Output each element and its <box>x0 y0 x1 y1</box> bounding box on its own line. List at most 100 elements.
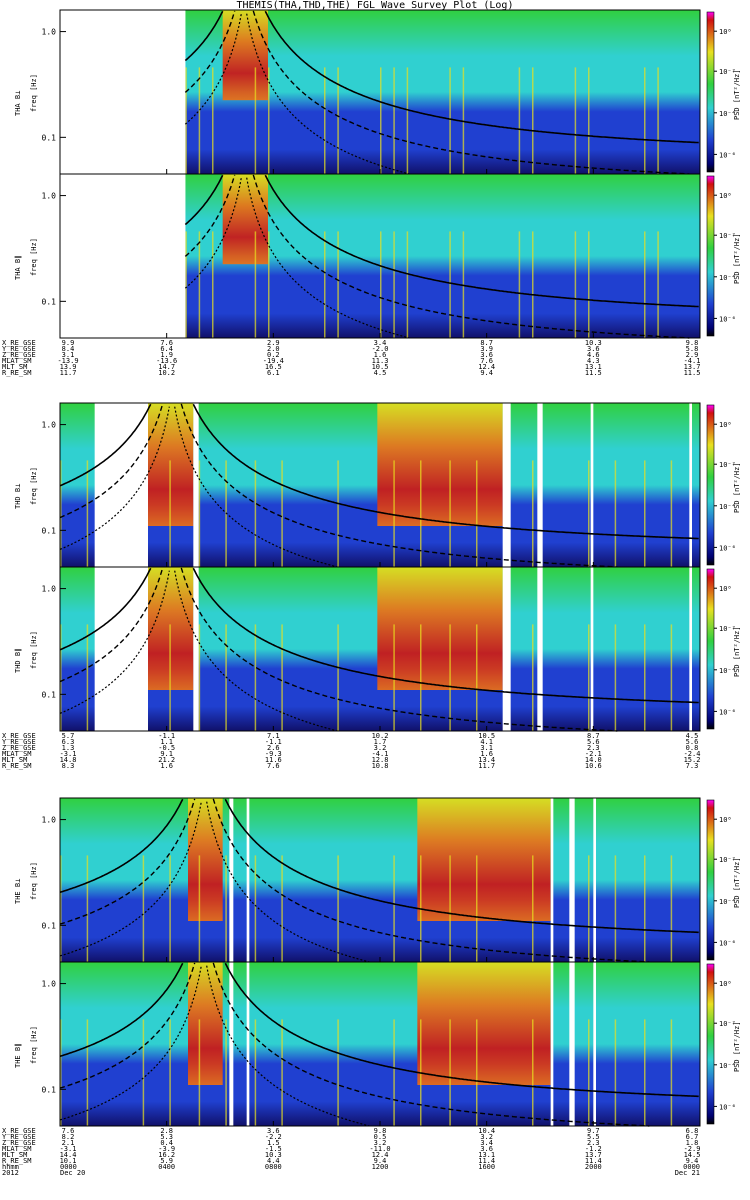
spectral-streak <box>254 231 257 338</box>
spectral-streak <box>393 67 395 174</box>
ephemeris-value: 11.6 <box>264 756 282 764</box>
time-tick-label: 0000 <box>60 1163 77 1171</box>
ephemeris-value: 9.8 <box>373 1127 387 1135</box>
spectral-streak <box>670 460 673 567</box>
spectral-streak <box>476 460 478 567</box>
spectral-streak <box>169 460 171 567</box>
spectral-streak <box>476 1019 478 1126</box>
ephemeris-value: -19.4 <box>262 357 284 365</box>
data-gap <box>593 798 596 962</box>
half-gyrofrequency-curve <box>59 567 618 732</box>
spectral-streak <box>254 855 257 962</box>
spectral-streak <box>337 855 339 962</box>
ephemeris-value: 14.4 <box>59 1151 77 1159</box>
ephemeris-value: 15.2 <box>683 756 701 764</box>
colorbar-tick-label: 10⁻⁴ <box>719 1062 736 1070</box>
ephemeris-value: -2.9 <box>683 1145 701 1153</box>
ephemeris-table: X_RE_GSE 7.6 2.8 3.6 9.8 10.4 9.7 6.8 Y_RE_GSE 8.… <box>0 1127 750 1165</box>
colorbar-tick-label: 10⁻⁶ <box>719 544 736 552</box>
colorbar-tick-label: 10⁰ <box>719 192 732 200</box>
ephemeris-value: 12.4 <box>371 1151 389 1159</box>
ephemeris-value: 13.4 <box>478 756 496 764</box>
spectral-streak <box>476 624 478 731</box>
ephemeris-value: 1.6 <box>373 351 387 359</box>
ephemeris-label: MLAT_SM <box>2 1145 32 1153</box>
time-tick-label: 1200 <box>371 1163 389 1171</box>
spectral-streak <box>532 67 534 174</box>
ephemeris-value: 5.3 <box>160 1133 173 1141</box>
colorbar-tick-label: 10⁰ <box>719 421 732 429</box>
ephemeris-row: MLT_SM 14.4 16.2 10.3 12.4 13.1 13.7 14.5 <box>0 1151 750 1159</box>
colorbar <box>706 568 715 730</box>
data-gap <box>246 798 250 962</box>
data-gap <box>537 403 543 567</box>
spectral-streak <box>86 1019 89 1126</box>
time-tick-label: 0400 <box>158 1163 176 1171</box>
proton-gyrofrequency-curve <box>59 403 699 540</box>
ephemeris-value: 3.9 <box>480 345 493 353</box>
ephemeris-value: 9.9 <box>61 339 75 347</box>
ephemeris-label: MLAT_SM <box>2 750 32 758</box>
ephemeris-value: 4.3 <box>587 357 600 365</box>
ephemeris-label: R_RE_SM <box>2 1157 32 1165</box>
spectral-streak <box>169 1019 171 1126</box>
quarter-gyrofrequency-curve <box>59 406 338 568</box>
colorbar <box>706 404 715 566</box>
spectral-streak <box>420 624 422 731</box>
spectral-streak <box>449 1019 451 1126</box>
ephemeris-value: 3.6 <box>587 345 600 353</box>
spectral-streak <box>254 67 257 174</box>
ephemeris-value: 3.2 <box>373 1139 387 1147</box>
colorbar <box>706 963 715 1125</box>
ephemeris-row: Y_RE_GSE 8.2 5.3 -2.2 0.5 3.2 5.5 6.7 <box>0 1133 750 1141</box>
half-gyrofrequency-curve <box>59 962 650 1127</box>
ephemeris-value: 4.5 <box>373 369 387 377</box>
spectral-streak <box>588 624 590 731</box>
spectral-streak <box>337 67 339 174</box>
ephemeris-label: X_RE_GSE <box>2 732 36 740</box>
ephemeris-value: 2.3 <box>587 744 600 752</box>
ephemeris-value: -2.0 <box>371 345 389 353</box>
colorbar-label: PSD [nT²/Hz] <box>733 857 741 908</box>
ephemeris-value: 1.6 <box>480 750 493 758</box>
ephemeris-value: -1.1 <box>158 732 176 740</box>
ephemeris-value: -3.9 <box>158 1145 176 1153</box>
ephemeris-value: 5.9 <box>160 1157 173 1165</box>
ephemeris-value: 9.4 <box>373 1157 387 1165</box>
panel-ylabel: THD B∥ <box>14 648 22 673</box>
spectral-streak <box>614 1019 617 1126</box>
colorbar <box>706 175 715 337</box>
spectral-streak <box>254 624 257 731</box>
ephemeris-value: 1.6 <box>160 762 173 770</box>
ephemeris-value: 8.3 <box>61 762 75 770</box>
ephemeris-value: 11.5 <box>683 369 701 377</box>
spectrogram-area <box>60 798 700 962</box>
spectral-streak <box>518 67 521 174</box>
quarter-gyrofrequency-curve <box>184 13 410 175</box>
spectral-streak <box>324 231 326 338</box>
ephemeris-value: 10.3 <box>584 339 602 347</box>
ephemeris-value: -2.4 <box>683 750 701 758</box>
spectral-streak <box>254 460 257 567</box>
ephemeris-value: 7.3 <box>685 762 699 770</box>
ephemeris-value: 10.3 <box>264 1151 282 1159</box>
spectral-streak <box>185 231 187 338</box>
spectral-streak <box>644 1019 646 1126</box>
ephemeris-value: -3.1 <box>59 750 77 758</box>
ephemeris-row: Y_RE_GSE 8.4 6.4 2.0 -2.0 3.9 3.6 5.8 <box>0 345 750 353</box>
wave-activity-region <box>377 567 503 690</box>
freq-tick-label: 1.0 <box>42 192 57 201</box>
ephemeris-label: Z_RE_GSE <box>2 744 36 752</box>
proton-gyrofrequency-curve <box>59 962 699 1098</box>
ephemeris-row: Z_RE_GSE 3.1 1.9 0.2 1.6 3.6 4.6 2.9 <box>0 351 750 359</box>
ephemeris-row: X_RE_GSE 5.7 -1.1 7.1 10.2 10.5 8.7 4.5 <box>0 732 750 740</box>
data-gap <box>94 403 148 567</box>
ephemeris-value: 13.9 <box>59 363 77 371</box>
ephemeris-value: 10.4 <box>478 1127 496 1135</box>
ephemeris-value: 3.4 <box>480 1139 493 1147</box>
ephemeris-value: 9.1 <box>160 750 173 758</box>
colorbar-tick-label: 10⁻² <box>719 1020 736 1028</box>
ephemeris-value: 3.1 <box>480 744 493 752</box>
data-gap <box>550 798 554 962</box>
